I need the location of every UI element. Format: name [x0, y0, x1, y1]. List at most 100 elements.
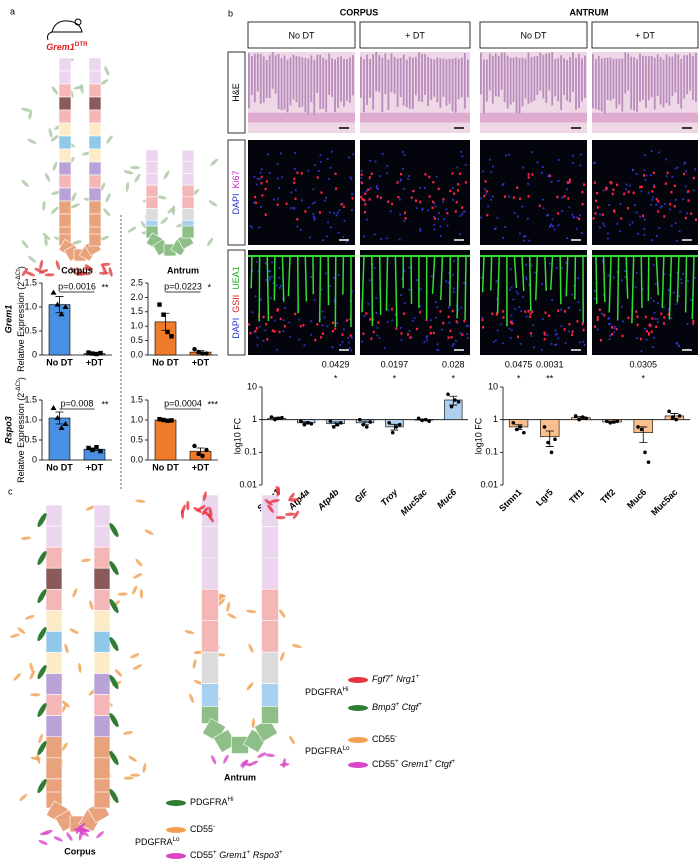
nucleus — [439, 225, 442, 228]
x-tick-label: Muc6 — [435, 486, 459, 510]
nucleus — [249, 225, 252, 227]
nucleus — [675, 342, 678, 345]
stained-cell — [264, 213, 267, 217]
nucleus — [541, 171, 544, 174]
tissue-band — [480, 112, 587, 123]
nucleus — [336, 322, 339, 325]
row-label-box — [227, 249, 246, 356]
y-tick-label: 0.0 — [130, 454, 143, 464]
data-point — [522, 430, 526, 435]
y-tick-label: 0.5 — [130, 434, 143, 444]
nucleus — [398, 198, 401, 201]
stained-cell — [615, 327, 618, 331]
nucleus — [269, 278, 272, 281]
crypt-cell — [58, 57, 72, 72]
stained-cell — [367, 188, 370, 191]
nucleus — [679, 210, 682, 213]
nucleus — [480, 276, 483, 279]
tissue-stripe — [387, 59, 390, 111]
nucleus — [694, 168, 696, 171]
nucleus — [350, 178, 353, 180]
stained-cell — [410, 196, 413, 199]
text-part: Relative Expression (2 — [16, 393, 26, 483]
stained-cell — [570, 333, 573, 337]
stained-cell — [568, 178, 571, 182]
stained-cell — [279, 317, 282, 321]
stromal-cell — [189, 693, 194, 703]
nucleus — [561, 210, 564, 212]
nucleus — [277, 197, 279, 200]
stromal-cell — [103, 208, 111, 217]
nucleus — [542, 207, 545, 210]
p-value: 0.0031 — [536, 359, 564, 369]
condition-box — [479, 21, 588, 49]
nucleus — [459, 332, 462, 335]
nucleus — [319, 160, 322, 163]
nucleus — [381, 152, 384, 155]
stromal-cell — [19, 794, 28, 802]
nucleus — [303, 344, 306, 347]
data-point — [200, 351, 205, 356]
stained-cell — [690, 212, 693, 215]
nucleus — [650, 323, 653, 326]
data-point — [94, 445, 99, 450]
nucleus — [508, 153, 511, 156]
tissue-stripe — [343, 58, 345, 107]
stained-cell — [627, 316, 630, 320]
stained-cell — [635, 310, 638, 313]
stromal-cell — [208, 200, 218, 207]
superscript: + — [451, 758, 455, 765]
nucleus — [313, 217, 316, 219]
stained-cell — [409, 336, 412, 339]
nucleus — [653, 311, 656, 314]
nucleus — [419, 229, 422, 232]
stained-cell — [592, 217, 595, 220]
stained-cell — [581, 202, 584, 206]
stained-cell — [692, 176, 695, 180]
nucleus — [419, 228, 421, 231]
nucleus — [509, 336, 512, 339]
nucleus — [265, 279, 268, 281]
nucleus — [554, 329, 557, 332]
lectin-streak — [385, 255, 389, 311]
text-part: Rspo3 — [250, 850, 279, 860]
tissue-stripe — [331, 58, 334, 97]
text-part: CD55 — [190, 850, 213, 860]
nucleus — [457, 308, 460, 311]
data-point — [427, 419, 431, 423]
nucleus — [686, 323, 689, 325]
stained-cell — [687, 190, 690, 193]
nucleus — [643, 169, 646, 172]
stained-cell — [601, 213, 604, 216]
nucleus — [643, 218, 646, 221]
nucleus — [445, 208, 448, 211]
stained-cell — [636, 315, 639, 318]
crypt-cell — [58, 83, 72, 98]
stained-cell — [403, 312, 406, 315]
legend-swatch — [348, 737, 368, 743]
nucleus — [280, 152, 282, 155]
stained-cell — [578, 217, 581, 221]
nucleus — [436, 343, 439, 346]
nucleus — [293, 207, 296, 210]
nucleus — [575, 227, 578, 230]
nucleus — [251, 269, 254, 272]
stained-cell — [431, 206, 434, 210]
crypt-cell — [88, 233, 102, 247]
crypt-cell — [45, 673, 63, 695]
stromal-cell — [117, 592, 128, 596]
stromal-cell — [223, 754, 229, 764]
crypt-cell — [88, 161, 102, 176]
nucleus — [460, 151, 462, 153]
stromal-cell — [51, 86, 59, 95]
tissue-stripe — [650, 55, 653, 98]
stromal-cell — [37, 550, 47, 566]
data-point — [161, 417, 166, 423]
stained-cell — [455, 320, 458, 323]
nucleus — [264, 329, 267, 332]
nucleus — [446, 224, 449, 227]
nucleus — [521, 205, 524, 208]
lectin-streak — [394, 255, 398, 327]
nucleus — [360, 170, 363, 172]
nucleus — [607, 274, 610, 277]
